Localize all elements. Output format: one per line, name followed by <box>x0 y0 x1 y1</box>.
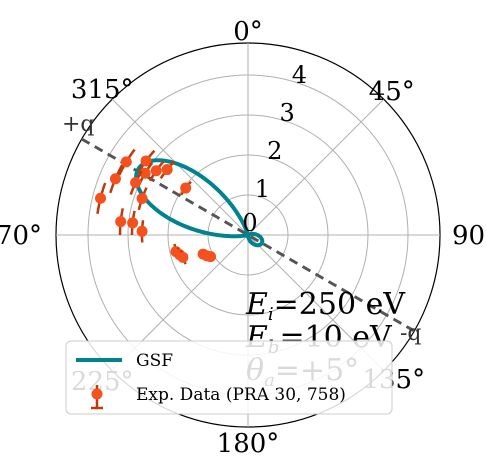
radial-tick-label: 3 <box>279 99 294 127</box>
data-point <box>180 180 192 196</box>
data-point <box>148 160 165 182</box>
data-marker <box>120 156 132 168</box>
data-marker <box>130 177 142 189</box>
data-marker <box>109 173 121 185</box>
data-marker <box>197 248 209 260</box>
angle-tick-label: 0° <box>233 17 263 47</box>
legend-gsf-label: GSF <box>136 351 173 371</box>
data-point <box>127 210 139 236</box>
data-marker <box>161 164 173 176</box>
angle-tick-label: 270° <box>0 221 42 251</box>
data-marker <box>136 225 148 237</box>
radial-tick-label: 4 <box>292 61 307 89</box>
angle-tick-label: 45° <box>369 77 415 107</box>
minus-q-label: -q <box>400 321 422 346</box>
legend: GSF Exp. Data (PRA 30, 758) <box>65 340 393 415</box>
data-marker <box>177 251 189 263</box>
data-marker <box>136 193 148 205</box>
data-point <box>159 160 176 180</box>
data-marker <box>95 192 107 204</box>
ei-part: i <box>268 304 274 325</box>
legend-box <box>65 340 393 415</box>
data-marker <box>140 155 152 167</box>
radial-tick-label: 2 <box>267 137 282 165</box>
ei-part: =250 eV <box>274 287 407 322</box>
series-layer <box>80 137 416 333</box>
data-point <box>136 220 148 243</box>
gsf-lobe-1 <box>245 231 265 248</box>
legend-exp-marker <box>91 388 103 400</box>
data-point <box>115 208 127 236</box>
data-marker <box>150 165 162 177</box>
angle-tick-label: 90° <box>452 221 486 251</box>
data-marker <box>139 167 151 179</box>
plus-q-label: +q <box>62 112 95 137</box>
data-marker <box>127 217 139 229</box>
data-point <box>109 164 124 194</box>
ei-part: E <box>245 287 268 322</box>
angle-tick-label: 180° <box>217 429 280 459</box>
data-point <box>197 248 209 260</box>
data-marker <box>180 182 192 194</box>
data-point <box>95 182 107 215</box>
angular-gridline <box>247 98 385 236</box>
data-point <box>137 149 156 173</box>
angular-gridline <box>111 98 249 236</box>
radial-tick-label: 1 <box>255 175 270 203</box>
gsf-lobe-0 <box>134 158 250 239</box>
data-point <box>177 250 189 265</box>
data-point <box>136 187 148 211</box>
legend-exp-label: Exp. Data (PRA 30, 758) <box>136 385 346 405</box>
data-point <box>118 148 136 176</box>
angle-tick-label: 315° <box>71 75 134 105</box>
ei-annotation: Ei=250 eV <box>245 287 406 325</box>
data-point <box>129 170 143 196</box>
radial-tick-label: 0 <box>242 209 257 237</box>
data-marker <box>115 216 127 228</box>
